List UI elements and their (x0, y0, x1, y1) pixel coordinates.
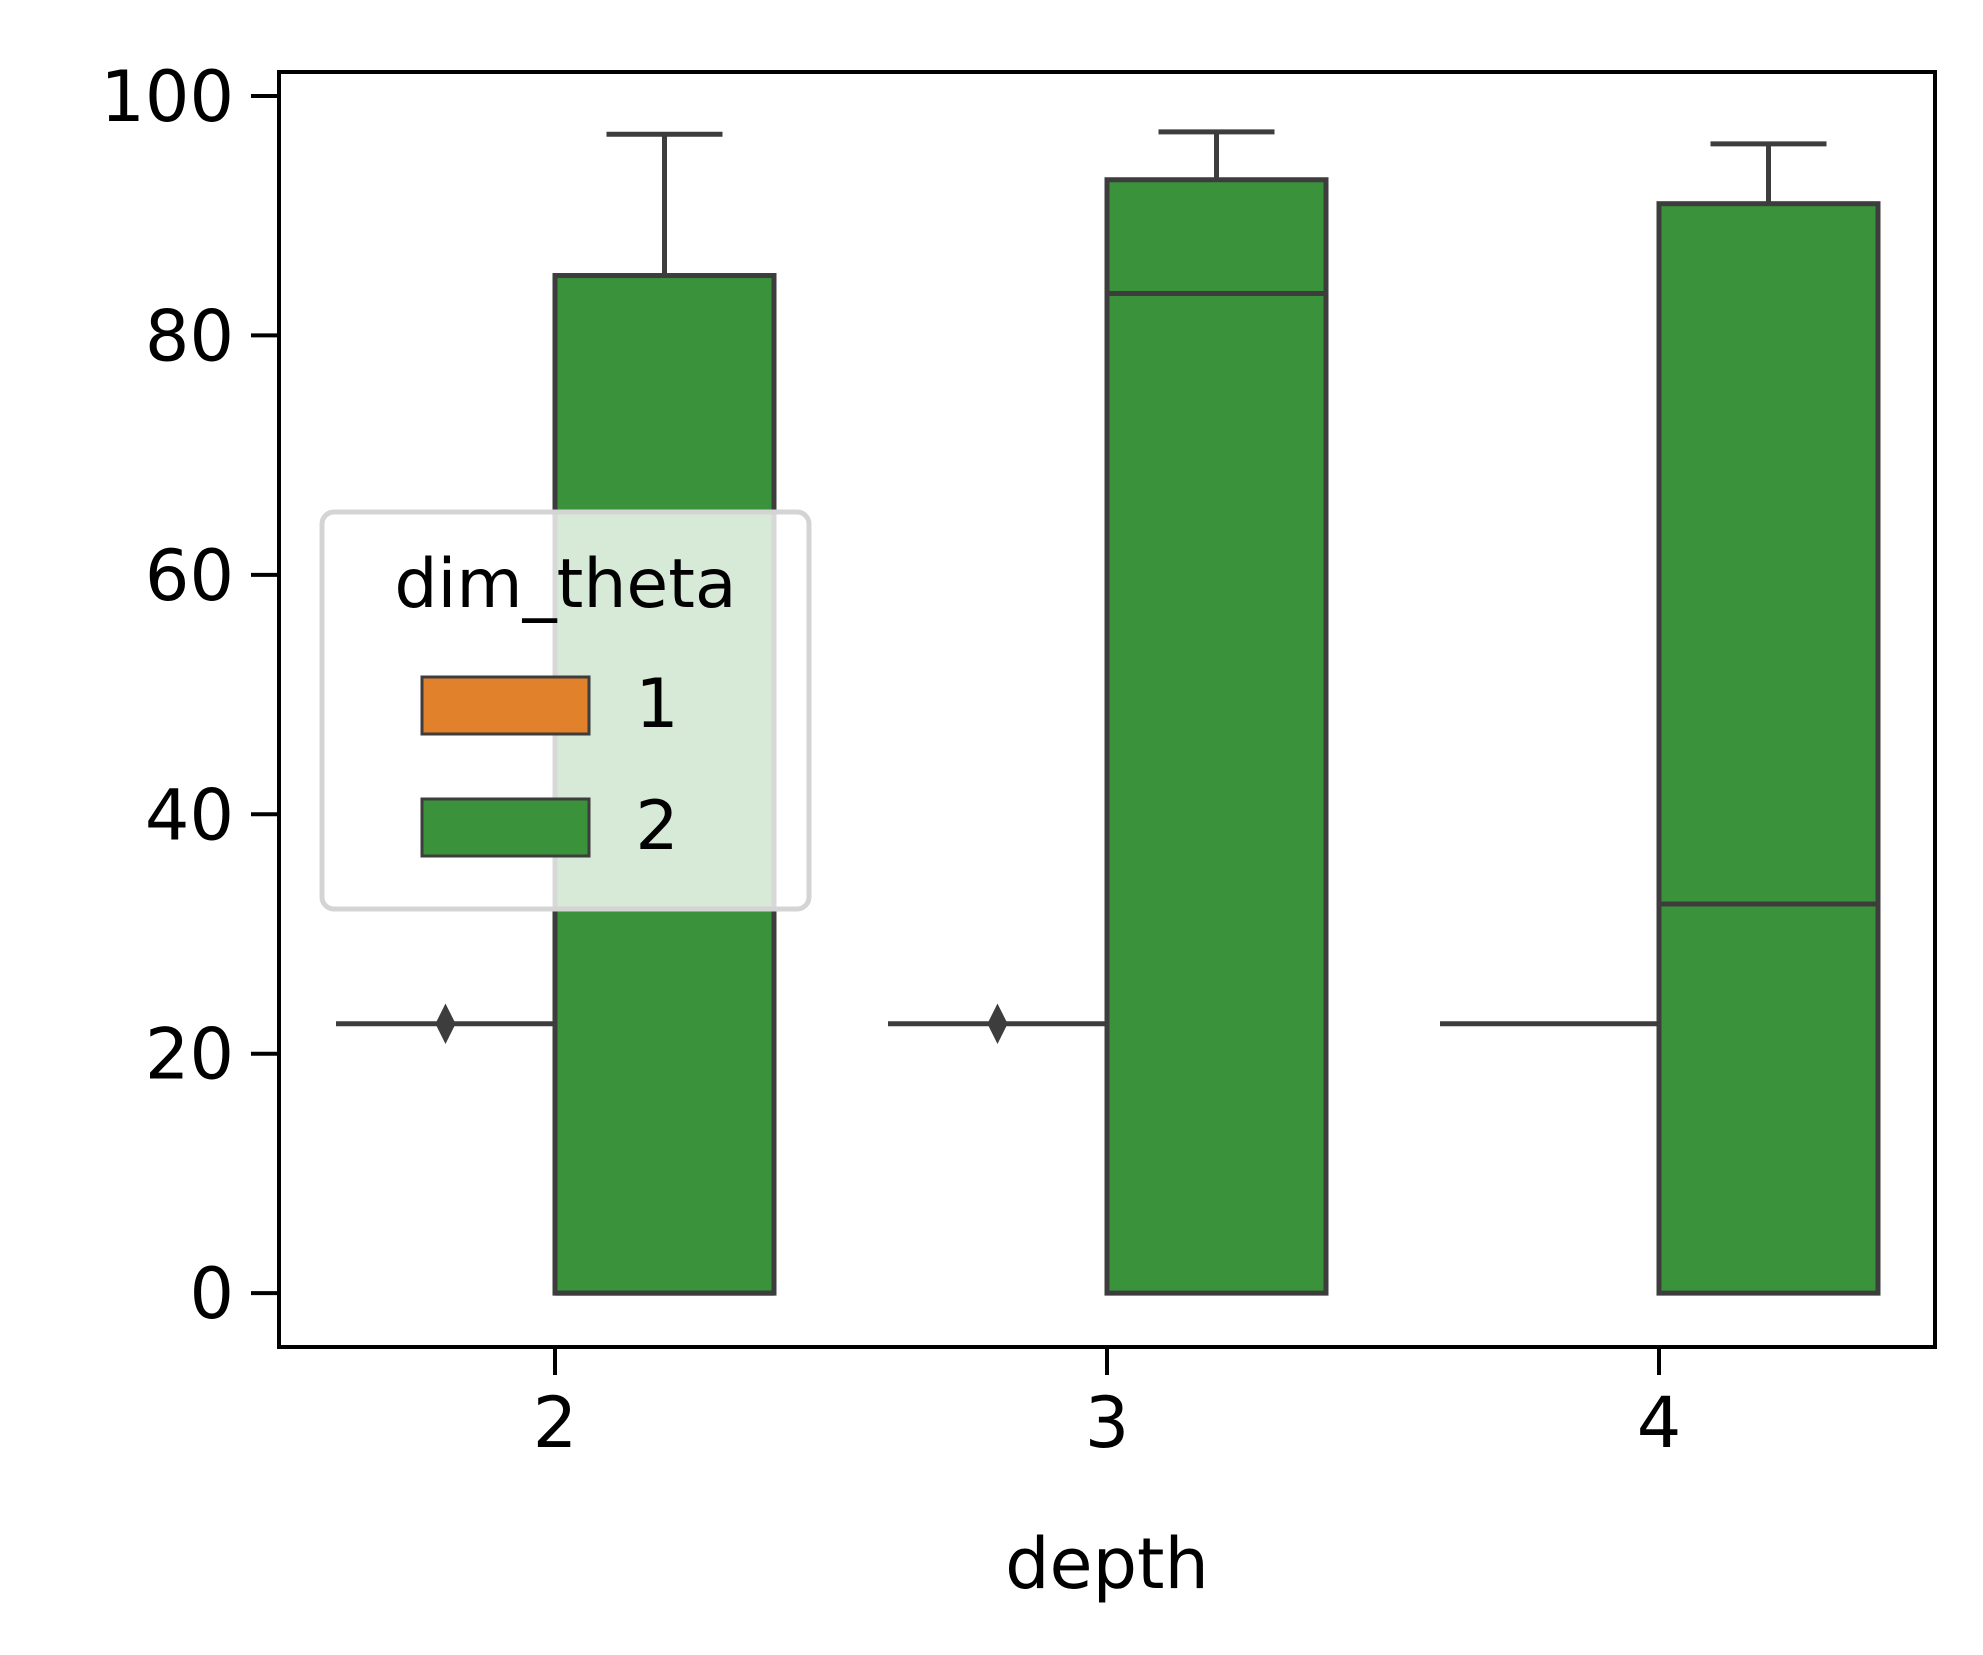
box-2-4 (1656, 141, 1881, 1296)
y-tick-label: 60 (145, 535, 234, 617)
legend-swatch-1 (420, 675, 591, 736)
box-2-3 (1104, 129, 1329, 1296)
outlier-point (435, 1003, 456, 1044)
legend: dim_theta 1 2 (319, 509, 812, 912)
box-body (1656, 201, 1881, 1296)
x-tick-label: 4 (1637, 1382, 1682, 1464)
box-1-2 (336, 1003, 555, 1044)
x-tick-label: 3 (1085, 1382, 1130, 1464)
legend-title: dim_theta (394, 545, 736, 624)
legend-label-1: 1 (635, 665, 678, 744)
y-tick-label: 20 (145, 1014, 234, 1096)
y-tick-label: 0 (189, 1253, 234, 1335)
y-tick-label: 40 (145, 774, 234, 856)
legend-label-2: 2 (635, 787, 678, 866)
y-tick-label: 100 (100, 56, 234, 138)
y-tick-label: 80 (145, 295, 234, 377)
outlier-point (987, 1003, 1008, 1044)
box-1-3 (888, 1003, 1107, 1044)
axes: 0 20 40 60 80 100 2 3 4 depth (100, 56, 1937, 1605)
legend-swatch-2 (420, 797, 591, 858)
x-axis-title: depth (1005, 1523, 1209, 1605)
box-body (1104, 177, 1329, 1296)
x-tick-label: 2 (533, 1382, 578, 1464)
